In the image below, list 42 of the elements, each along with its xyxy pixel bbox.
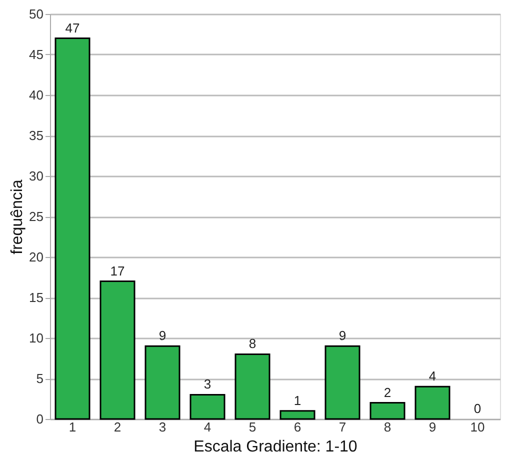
data-label: 17 — [110, 263, 125, 278]
data-label: 8 — [248, 336, 256, 352]
y-tick-label: 30 — [29, 168, 44, 184]
y-tick-label: 25 — [29, 209, 44, 224]
y-tick-label: 20 — [29, 250, 44, 264]
x-tick-label: 4 — [204, 420, 212, 434]
x-tick-label: 3 — [158, 420, 166, 434]
x-tick-label: 8 — [384, 420, 392, 434]
data-label: 9 — [338, 328, 346, 344]
bar — [144, 345, 180, 420]
y-tick-label: 10 — [29, 330, 44, 346]
data-label: 1 — [294, 392, 302, 408]
y-axis-title: frequência — [9, 180, 26, 254]
y-tick-label: 35 — [29, 128, 44, 143]
bar — [370, 402, 406, 420]
bar — [100, 280, 136, 420]
data-label: 3 — [204, 376, 212, 392]
y-tick-label: 45 — [29, 47, 44, 62]
x-tick-label: 9 — [428, 420, 436, 434]
x-tick-label: 6 — [294, 420, 302, 434]
x-axis-title: Escala Gradiente: 1-10 — [194, 438, 358, 456]
y-tick-label: 15 — [29, 290, 44, 305]
y-tick-label: 40 — [29, 88, 44, 102]
x-tick-label: 2 — [114, 420, 122, 434]
data-label: 9 — [158, 328, 166, 344]
x-tick-label: 7 — [338, 420, 346, 434]
data-label: 2 — [384, 384, 392, 400]
bar — [324, 345, 360, 420]
bar — [280, 410, 316, 420]
x-tick-label: 5 — [248, 420, 256, 434]
y-tick-label: 50 — [29, 6, 44, 22]
y-tick-label: 0 — [36, 412, 44, 426]
x-tick-label: 10 — [470, 420, 485, 434]
x-tick-label: 1 — [68, 420, 76, 434]
data-label: 4 — [428, 368, 436, 384]
data-label: 47 — [65, 20, 80, 36]
bar — [54, 38, 90, 420]
data-label: 0 — [474, 401, 482, 416]
bar — [234, 353, 270, 420]
bar — [414, 386, 450, 420]
y-tick-label: 5 — [36, 371, 44, 386]
bar — [190, 394, 226, 420]
